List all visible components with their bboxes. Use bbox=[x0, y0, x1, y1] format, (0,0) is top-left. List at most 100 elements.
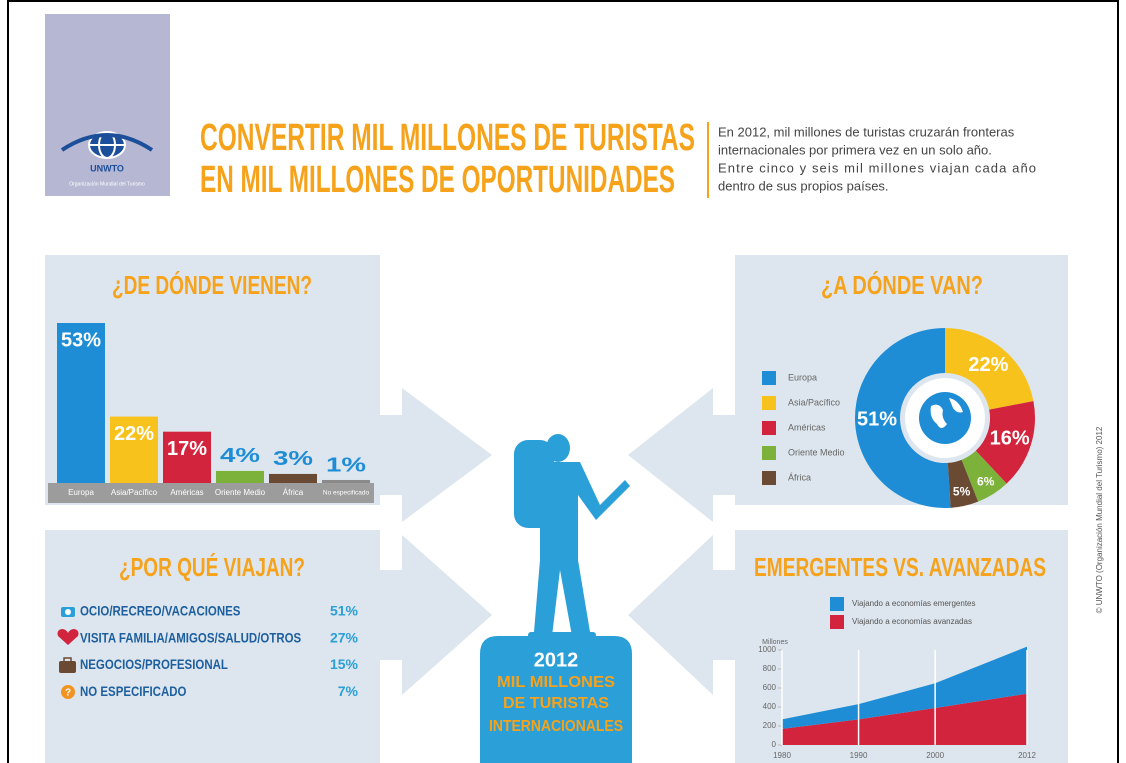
logo-box bbox=[45, 14, 170, 196]
area bbox=[782, 693, 1027, 745]
copyright: © UNWTO (Organización Mundial del Turism… bbox=[1095, 426, 1104, 613]
center-line: MIL MILLONES bbox=[497, 674, 615, 691]
value-label: 22% bbox=[968, 354, 1008, 376]
legend-swatch bbox=[762, 421, 776, 435]
logo-globe bbox=[60, 131, 154, 159]
panels bbox=[45, 255, 1068, 763]
intro-line: En 2012, mil millones de turistas cruzar… bbox=[718, 124, 1015, 139]
value-label: 3% bbox=[273, 448, 313, 470]
value-label: 53% bbox=[61, 329, 101, 351]
traveler-silhouette bbox=[514, 434, 630, 638]
category-label: Américas bbox=[170, 488, 203, 497]
arrow bbox=[628, 535, 735, 695]
bar bbox=[322, 479, 370, 483]
legend-label: Europa bbox=[788, 372, 817, 382]
x-tick-label: 2012 bbox=[1018, 751, 1036, 760]
value-label: 6% bbox=[977, 474, 995, 488]
legend-label: Oriente Medio bbox=[788, 447, 845, 457]
legend-label: Américas bbox=[788, 422, 826, 432]
y-tick-label: 800 bbox=[763, 664, 777, 673]
y-tick-label: 0 bbox=[772, 740, 777, 749]
bar bbox=[269, 473, 317, 483]
x-tick-label: 1980 bbox=[773, 751, 791, 760]
reason-share: 15% bbox=[330, 656, 359, 672]
panel-title: ¿POR QUÉ VIAJAN? bbox=[119, 552, 305, 582]
pie-slice bbox=[961, 450, 1007, 502]
reason-label: NEGOCIOS/PROFESIONAL bbox=[80, 656, 228, 672]
globe bbox=[919, 392, 971, 444]
intro: En 2012, mil millones de turistas cruzar… bbox=[718, 124, 1036, 193]
panel bbox=[45, 530, 380, 763]
pie-slice bbox=[945, 328, 1034, 410]
bar bbox=[216, 470, 264, 483]
panel-title: EMERGENTES VS. AVANZADAS bbox=[754, 552, 1046, 582]
logo-subtitle: Organización Mundial del Turismo bbox=[69, 181, 145, 187]
value-label: 4% bbox=[220, 445, 260, 467]
bar bbox=[57, 323, 105, 483]
globe-land bbox=[930, 398, 963, 428]
x-tick-label: 1990 bbox=[850, 751, 868, 760]
center-line: INTERNACIONALES bbox=[489, 718, 623, 735]
reason-label: OCIO/RECREO/VACACIONES bbox=[80, 603, 241, 619]
y-axis-label: Millones bbox=[762, 639, 788, 646]
value-label: 16% bbox=[990, 427, 1030, 449]
value-label: 1% bbox=[326, 454, 366, 476]
panel-title: ¿A DÓNDE VAN? bbox=[821, 270, 983, 300]
legend-swatch bbox=[762, 446, 776, 460]
category-label: Oriente Medio bbox=[215, 488, 266, 497]
legend-label: Asia/Pacífico bbox=[788, 397, 840, 407]
area bbox=[782, 646, 1027, 729]
category-label: Asia/Pacífico bbox=[111, 488, 158, 497]
arrow bbox=[380, 388, 492, 522]
arrows bbox=[380, 388, 735, 695]
pie-slice bbox=[855, 328, 951, 508]
value-label: 17% bbox=[167, 438, 207, 460]
panel-title: ¿DE DÓNDE VIENEN? bbox=[112, 270, 312, 300]
legend-swatch bbox=[762, 396, 776, 410]
reason-share: 7% bbox=[338, 683, 359, 699]
intro-line: dentro de sus propios países. bbox=[718, 178, 889, 193]
value-label: 5% bbox=[953, 484, 971, 498]
arrow bbox=[628, 388, 735, 522]
legend-label: Viajando a economías avanzadas bbox=[852, 617, 972, 626]
frame bbox=[7, 0, 1119, 763]
category-label: Europa bbox=[68, 488, 94, 497]
legend-label: África bbox=[788, 472, 811, 482]
y-tick-label: 200 bbox=[763, 721, 777, 730]
reason-share: 51% bbox=[330, 603, 359, 619]
legend-swatch bbox=[830, 597, 844, 611]
x-tick-label: 2000 bbox=[926, 751, 944, 760]
category-strip bbox=[48, 483, 374, 503]
legend-swatch bbox=[762, 371, 776, 385]
value-label: 22% bbox=[114, 423, 154, 445]
title-line: CONVERTIR MIL MILLONES DE TURISTAS bbox=[200, 117, 695, 159]
bar bbox=[163, 431, 211, 483]
pedestal bbox=[480, 636, 632, 763]
reason-label: NO ESPECIFICADO bbox=[80, 683, 187, 699]
reason-share: 27% bbox=[330, 629, 359, 645]
title-line: EN MIL MILLONES DE OPORTUNIDADES bbox=[200, 159, 675, 201]
arrow bbox=[380, 535, 492, 695]
center-year: 2012 bbox=[534, 649, 579, 671]
bar bbox=[110, 416, 158, 483]
pie-slice bbox=[975, 401, 1035, 484]
category-label: No especificado bbox=[323, 490, 370, 497]
svg-text:?: ? bbox=[65, 688, 71, 699]
category-label: África bbox=[283, 488, 304, 497]
reason-icons: ? bbox=[57, 607, 79, 699]
value-label: 51% bbox=[857, 408, 897, 430]
reason-label: VISITA FAMILIA/AMIGOS/SALUD/OTROS bbox=[80, 629, 302, 645]
pie-slice bbox=[947, 459, 979, 508]
y-tick-label: 600 bbox=[763, 683, 777, 692]
intro-line: internacionales por primera vez en un so… bbox=[718, 142, 992, 157]
center-line: DE TURISTAS bbox=[503, 695, 609, 712]
y-tick-label: 400 bbox=[763, 702, 777, 711]
logo-name: UNWTO bbox=[90, 163, 124, 173]
legend-label: Viajando a economías emergentes bbox=[852, 599, 976, 608]
legend-swatch bbox=[830, 615, 844, 629]
y-tick-label: 1000 bbox=[758, 645, 776, 654]
legend-swatch bbox=[762, 471, 776, 485]
intro-line: Entre cinco y seis mil millones viajan c… bbox=[718, 160, 1036, 175]
